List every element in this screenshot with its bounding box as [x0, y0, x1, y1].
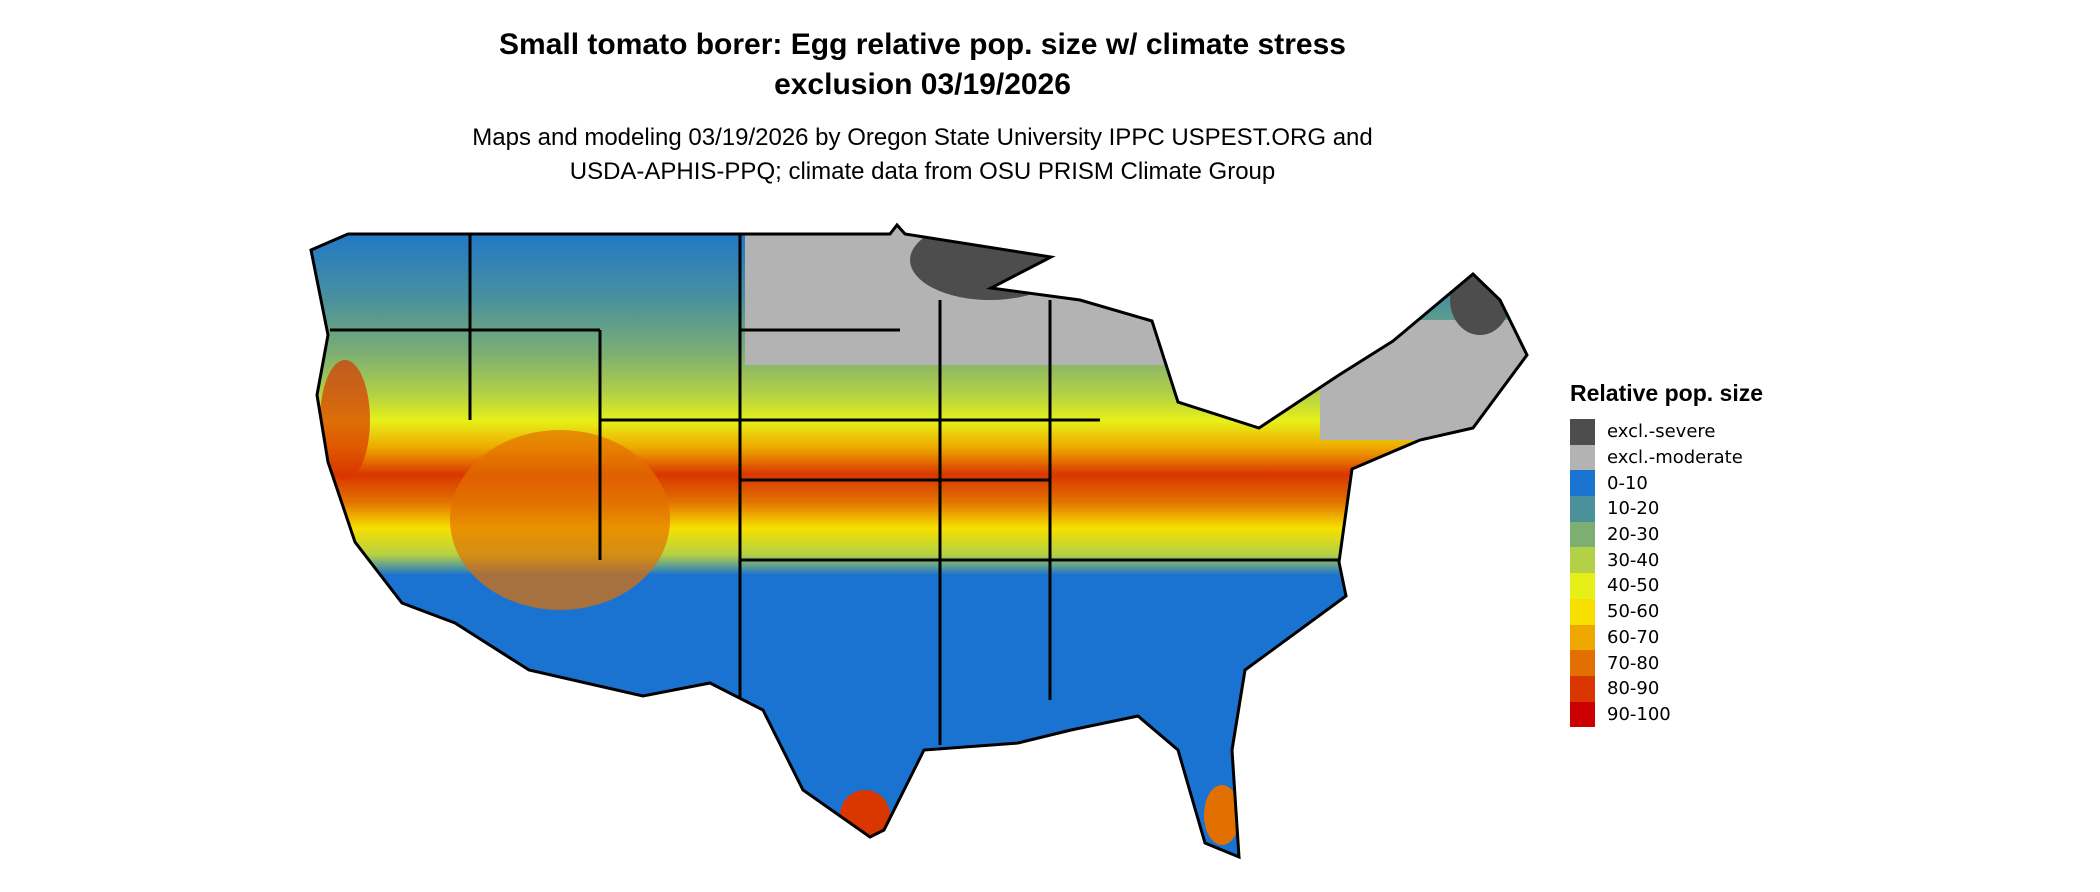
legend-item: 30-40 [1570, 547, 1763, 574]
legend-swatch [1570, 547, 1595, 574]
subtitle-line1: Maps and modeling 03/19/2026 by Oregon S… [472, 124, 1373, 151]
legend-label: 60-70 [1607, 626, 1660, 648]
legend-label: 80-90 [1607, 678, 1660, 700]
map-title-line1: Small tomato borer: Egg relative pop. si… [499, 28, 1346, 61]
legend-item: 60-70 [1570, 624, 1763, 651]
legend-title: Relative pop. size [1570, 380, 1764, 406]
legend-swatch [1570, 444, 1595, 471]
legend-label: excl.-moderate [1607, 447, 1743, 469]
legend-swatch [1570, 624, 1595, 651]
legend-item: 20-30 [1570, 521, 1763, 548]
legend-swatch [1570, 419, 1595, 445]
legend-label: 40-50 [1607, 575, 1660, 597]
legend-item: excl.-moderate [1570, 444, 1763, 471]
legend-label: 30-40 [1607, 549, 1660, 571]
legend-item: 40-50 [1570, 573, 1763, 599]
legend-swatch [1570, 573, 1595, 599]
subtitle-line2: USDA-APHIS-PPQ; climate data from OSU PR… [569, 158, 1276, 185]
south-florida-hotspot [1204, 785, 1240, 845]
legend-item: 80-90 [1570, 675, 1763, 702]
legend-item: excl.-severe [1570, 419, 1763, 445]
legend-swatch [1570, 521, 1595, 548]
legend-label: excl.-severe [1607, 421, 1716, 443]
legend-label: 0-10 [1607, 472, 1648, 494]
legend-swatch [1570, 496, 1595, 522]
legend-label: 90-100 [1607, 703, 1671, 725]
legend: Relative pop. size excl.-severe excl.-mod… [1570, 380, 1764, 728]
california-coast-hotspot [320, 360, 370, 480]
legend-swatch [1570, 598, 1595, 625]
legend-swatch [1570, 675, 1595, 702]
legend-label: 20-30 [1607, 524, 1660, 546]
legend-label: 10-20 [1607, 498, 1660, 520]
legend-item: 0-10 [1570, 470, 1763, 497]
legend-item: 50-60 [1570, 598, 1763, 625]
southwest-hotspot [450, 430, 670, 610]
map-title-line2: exclusion 03/19/2026 [774, 68, 1071, 101]
legend-label: 50-60 [1607, 601, 1660, 623]
legend-swatch [1570, 650, 1595, 676]
legend-item: 90-100 [1570, 701, 1763, 728]
legend-item: 10-20 [1570, 496, 1763, 522]
legend-swatch [1570, 701, 1595, 728]
legend-label: 70-80 [1607, 652, 1660, 674]
legend-item: 70-80 [1570, 650, 1763, 676]
legend-swatch [1570, 470, 1595, 497]
state-borders [330, 234, 1350, 745]
